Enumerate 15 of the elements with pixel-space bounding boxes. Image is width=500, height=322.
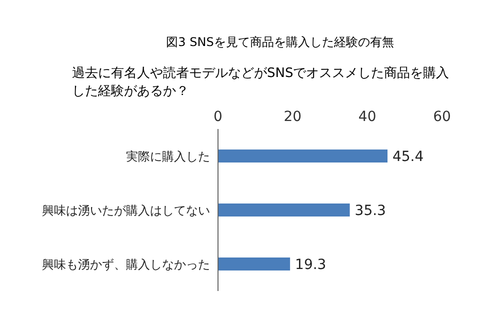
y-tick-label: 興味も湧かず、購入しなかった <box>42 257 210 272</box>
x-tick-label: 0 <box>214 109 222 125</box>
x-tick-label: 60 <box>433 109 451 125</box>
bar <box>218 150 388 163</box>
x-tick-label: 20 <box>284 109 302 125</box>
chart-subtitle: 過去に有名人や読者モデルなどがSNSでオススメした商品を購入した経験があるか？ <box>72 65 450 101</box>
bar <box>218 258 290 271</box>
data-label: 35.3 <box>354 202 386 219</box>
y-tick-label: 興味は湧いたが購入はしてない <box>42 203 210 218</box>
chart-title: 図3 SNSを見て商品を購入した経験の有無 <box>165 34 395 51</box>
x-tick-label: 40 <box>358 109 376 125</box>
bar <box>218 204 350 217</box>
data-label: 45.4 <box>392 148 424 165</box>
data-label: 19.3 <box>295 256 326 273</box>
y-tick-label: 実際に購入した <box>126 149 210 164</box>
